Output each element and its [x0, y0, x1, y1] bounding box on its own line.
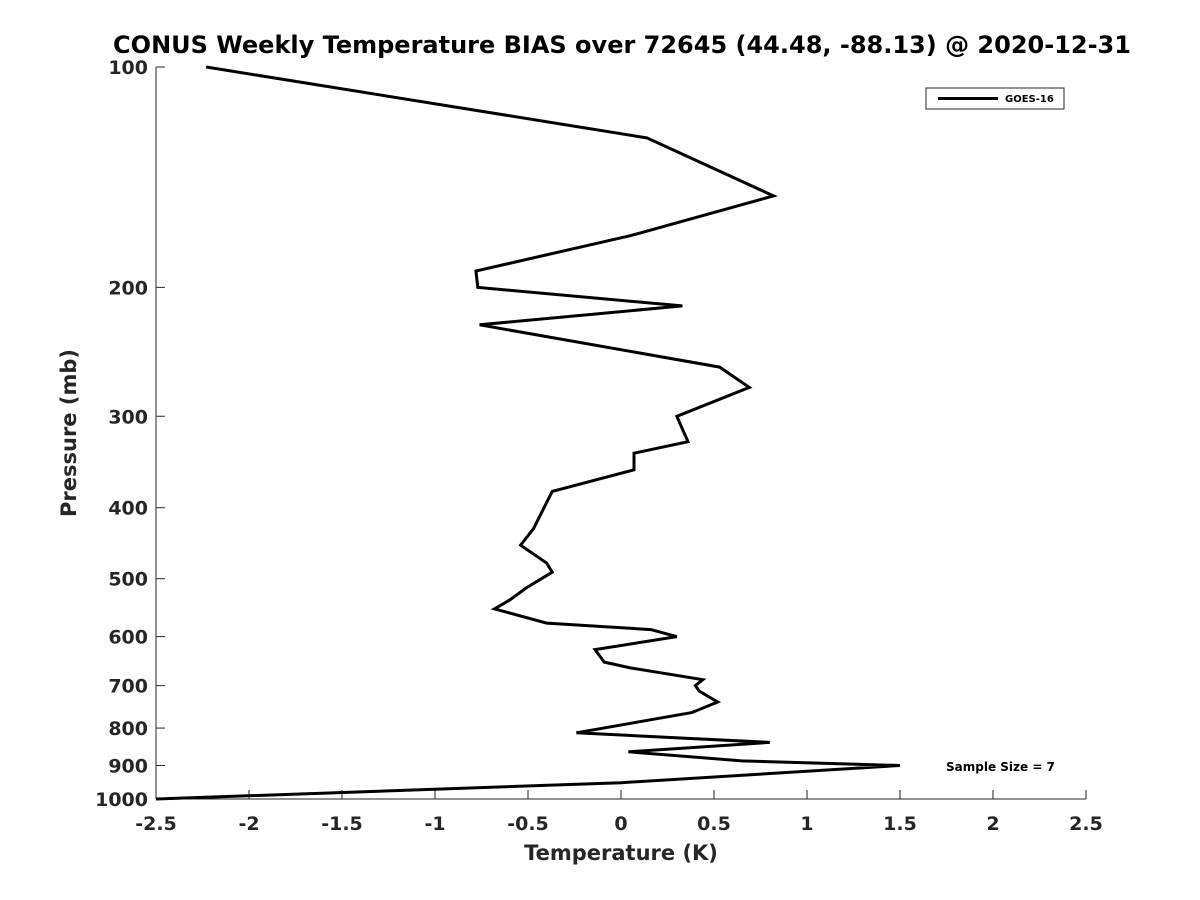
- y-tick-label: 200: [108, 277, 148, 299]
- y-tick-label: 300: [108, 406, 148, 428]
- x-tick-label: -2.5: [135, 813, 177, 835]
- y-ticks: 100 200 300 400 500 600 700 800 900 1000: [95, 57, 165, 811]
- x-tick-label: -2: [238, 813, 259, 835]
- y-tick-label: 400: [108, 498, 148, 520]
- y-tick-label: 700: [108, 676, 148, 698]
- x-tick-label: 0: [614, 813, 627, 835]
- x-tick-label: 1.5: [883, 813, 917, 835]
- y-tick-label: 600: [108, 627, 148, 649]
- series-line-goes-16: [155, 65, 901, 801]
- x-tick-label: -0.5: [507, 813, 549, 835]
- x-tick-label: 2.5: [1069, 813, 1103, 835]
- legend-label-goes-16: GOES-16: [1005, 94, 1054, 105]
- y-tick-label: 500: [108, 569, 148, 591]
- y-tick-label: 100: [108, 57, 148, 79]
- x-tick-label: -1.5: [321, 813, 363, 835]
- x-tick-label: 1: [800, 813, 813, 835]
- x-axis-label: Temperature (K): [524, 841, 718, 865]
- x-ticks: -2.5 -2 -1.5 -1 -0.5 0 0.5 1 1.5 2 2.5: [135, 790, 1103, 835]
- y-tick-label: 900: [108, 756, 148, 778]
- x-tick-label: -1: [424, 813, 445, 835]
- y-tick-label: 800: [108, 718, 148, 740]
- x-tick-label: 0.5: [697, 813, 731, 835]
- x-tick-label: 2: [986, 813, 999, 835]
- y-axis-label: Pressure (mb): [57, 349, 81, 517]
- legend: GOES-16: [925, 87, 1065, 110]
- y-tick-label: 1000: [95, 789, 148, 811]
- axes: [155, 67, 1086, 800]
- sample-size-annotation: Sample Size = 7: [946, 760, 1055, 774]
- chart-title: CONUS Weekly Temperature BIAS over 72645…: [113, 31, 1131, 59]
- series-layer: [155, 65, 901, 801]
